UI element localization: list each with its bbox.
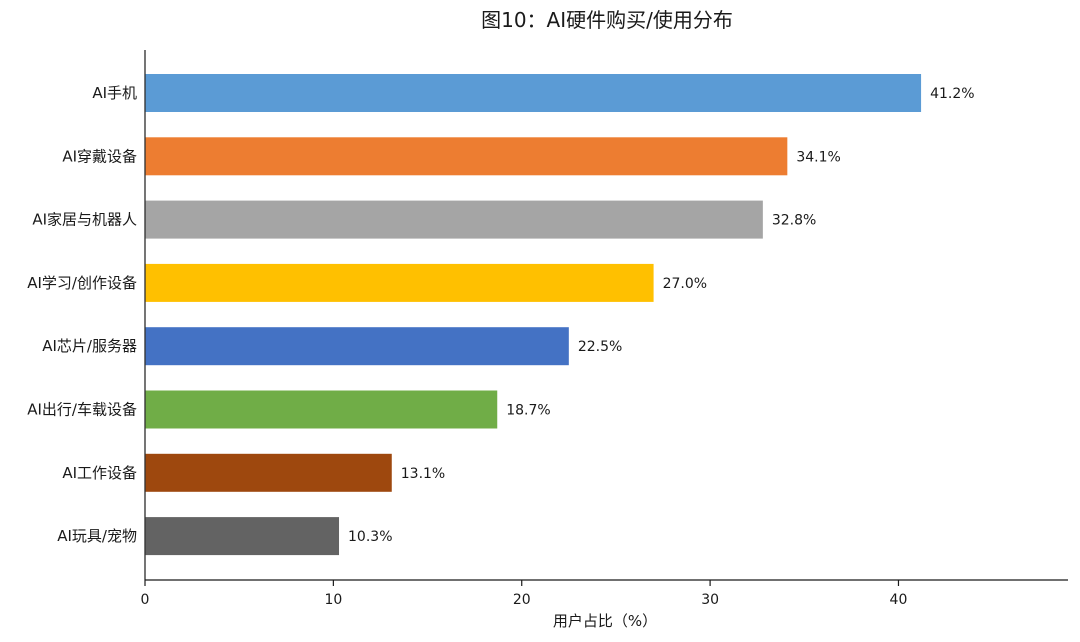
bar-2 bbox=[145, 137, 788, 176]
category-label-8: AI玩具/宠物 bbox=[57, 527, 137, 545]
value-label-3: 32.8% bbox=[772, 213, 816, 229]
bar-6 bbox=[145, 390, 498, 429]
value-label-1: 41.2% bbox=[930, 86, 974, 102]
x-tick-label-10: 10 bbox=[324, 592, 342, 608]
value-label-6: 18.7% bbox=[506, 403, 550, 419]
category-label-6: AI出行/车载设备 bbox=[27, 401, 137, 419]
x-tick-label-0: 0 bbox=[141, 592, 150, 608]
value-label-2: 34.1% bbox=[796, 149, 840, 165]
category-label-4: AI学习/创作设备 bbox=[27, 274, 137, 292]
x-axis-title: 用户占比（%） bbox=[553, 612, 657, 630]
x-tick-label-20: 20 bbox=[513, 592, 531, 608]
chart-title: 图10：AI硬件购买/使用分布 bbox=[481, 8, 733, 32]
value-label-5: 22.5% bbox=[578, 339, 622, 355]
value-label-4: 27.0% bbox=[663, 276, 707, 292]
value-label-8: 10.3% bbox=[348, 529, 392, 545]
category-label-3: AI家居与机器人 bbox=[32, 211, 137, 229]
value-label-7: 13.1% bbox=[401, 466, 445, 482]
bar-4 bbox=[145, 263, 654, 302]
category-label-5: AI芯片/服务器 bbox=[42, 337, 137, 355]
bar-8 bbox=[145, 517, 340, 556]
x-tick-label-30: 30 bbox=[701, 592, 719, 608]
category-label-1: AI手机 bbox=[92, 84, 137, 102]
bar-5 bbox=[145, 327, 569, 366]
category-label-2: AI穿戴设备 bbox=[62, 147, 137, 165]
plot-area: AI手机 41.2% AI穿戴设备 34.1% AI家居与机器人 32.8% AI学习/创作… bbox=[27, 74, 975, 556]
bar-3 bbox=[145, 200, 763, 239]
category-label-7: AI工作设备 bbox=[62, 464, 137, 482]
bar-7 bbox=[145, 453, 392, 492]
bar-1 bbox=[145, 74, 922, 112]
x-axis-ticks: 0 10 20 30 40 bbox=[141, 580, 908, 608]
x-tick-label-40: 40 bbox=[890, 592, 908, 608]
